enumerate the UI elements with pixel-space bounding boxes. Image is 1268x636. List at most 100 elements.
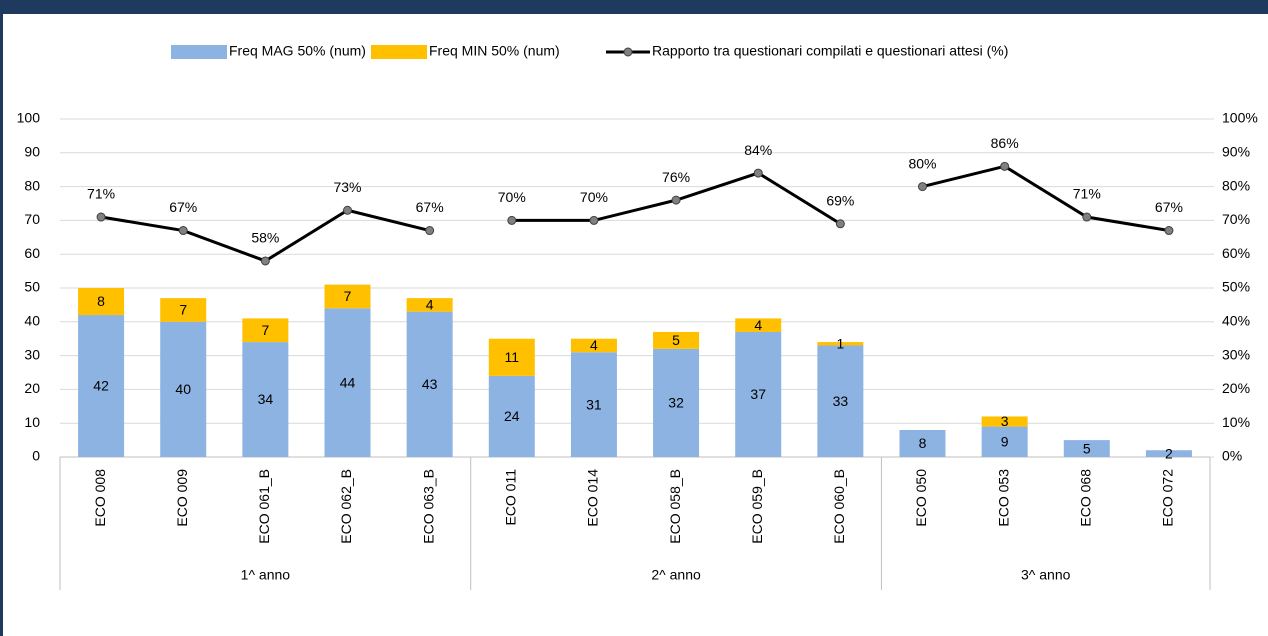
line-value-label: 70% — [498, 189, 526, 205]
line-marker — [1082, 212, 1092, 222]
line-marker — [260, 256, 270, 266]
bar — [242, 318, 289, 343]
bar — [78, 315, 125, 457]
bar-value-label: 8 — [919, 435, 927, 451]
bar-value-label: 24 — [504, 408, 520, 424]
bar — [817, 342, 864, 346]
bar — [160, 298, 207, 322]
y2-tick-label: 30% — [1222, 346, 1250, 362]
bar-value-label: 3 — [1001, 413, 1009, 429]
bar-value-label: 7 — [261, 322, 269, 338]
x-tick-label: ECO 011 — [502, 469, 518, 526]
line-marker — [835, 219, 845, 229]
bar — [653, 331, 700, 349]
line-marker — [671, 195, 681, 205]
bar-value-label: 4 — [590, 337, 598, 353]
line-marker — [1000, 161, 1010, 171]
legend-label: Rapporto tra questionari compilati e que… — [652, 43, 1008, 59]
legend-swatch — [171, 45, 227, 59]
bar-value-label: 42 — [93, 378, 109, 394]
bar — [981, 426, 1028, 457]
line-value-label: 70% — [580, 189, 608, 205]
line-marker — [178, 226, 188, 236]
bar-value-label: 40 — [175, 381, 191, 397]
y2-tick-label: 10% — [1222, 414, 1250, 430]
y-tick-label: 80 — [24, 177, 40, 193]
bar-value-label: 5 — [672, 332, 680, 348]
y2-tick-label: 70% — [1222, 211, 1250, 227]
bar-value-label: 1 — [836, 335, 844, 351]
line-value-label: 58% — [251, 230, 279, 246]
bar — [570, 338, 617, 353]
x-tick-label: ECO 014 — [585, 469, 601, 527]
y-tick-label: 90 — [24, 144, 40, 160]
top-bar — [0, 0, 1268, 14]
bar — [160, 321, 207, 457]
legend-label: Freq MAG 50% (num) — [229, 43, 366, 59]
x-tick-label: ECO 068 — [1077, 469, 1093, 527]
x-tick-label: ECO 061_B — [256, 469, 272, 544]
line-marker — [425, 226, 435, 236]
line-value-label: 86% — [991, 135, 1019, 151]
line-value-label: 67% — [169, 199, 197, 215]
bar-value-label: 34 — [258, 391, 274, 407]
bar — [1145, 450, 1192, 457]
line-marker — [507, 215, 517, 225]
legend-marker — [623, 47, 633, 57]
group-label: 2^ anno — [651, 567, 701, 583]
line-marker — [753, 168, 763, 178]
bar — [1063, 440, 1110, 457]
group-label: 3^ anno — [1021, 567, 1071, 583]
bar — [324, 284, 371, 309]
group-label: 1^ anno — [241, 567, 291, 583]
bar-value-label: 8 — [97, 293, 105, 309]
y2-tick-label: 20% — [1222, 380, 1250, 396]
bar-value-label: 7 — [179, 302, 187, 318]
line-value-label: 84% — [744, 142, 772, 158]
x-tick-label: ECO 053 — [995, 469, 1011, 527]
line-value-label: 73% — [333, 179, 361, 195]
bar-value-label: 4 — [426, 297, 434, 313]
y-tick-label: 70 — [24, 211, 40, 227]
line-marker — [343, 205, 352, 215]
bar-value-label: 5 — [1083, 440, 1091, 456]
y2-tick-label: 80% — [1222, 177, 1250, 193]
x-tick-label: ECO 062_B — [338, 469, 354, 544]
legend-label: Freq MIN 50% (num) — [429, 43, 560, 59]
x-tick-label: ECO 059_B — [749, 469, 765, 544]
bar-value-label: 31 — [586, 396, 602, 412]
line-value-label: 67% — [416, 199, 444, 215]
x-tick-label: ECO 072 — [1160, 469, 1176, 527]
bar — [406, 311, 453, 457]
bar — [488, 338, 535, 376]
line — [922, 164, 1170, 233]
line-marker — [918, 182, 927, 192]
bar-value-label: 33 — [833, 393, 849, 409]
y-tick-label: 100 — [17, 110, 41, 126]
x-tick-label: ECO 060_B — [831, 469, 847, 544]
y-tick-label: 20 — [24, 380, 40, 396]
y-tick-label: 0 — [32, 448, 40, 464]
bar — [242, 342, 289, 457]
x-tick-label: ECO 063_B — [420, 469, 436, 544]
bar — [735, 331, 782, 457]
bar-value-label: 44 — [340, 374, 356, 390]
bar — [324, 308, 371, 457]
bar-value-label: 32 — [668, 395, 684, 411]
bar-value-label: 4 — [754, 317, 762, 333]
x-tick-label: ECO 058_B — [667, 469, 683, 544]
line-marker — [589, 215, 599, 225]
y-tick-label: 30 — [24, 346, 40, 362]
x-tick-label: ECO 008 — [92, 469, 108, 527]
y-tick-label: 40 — [24, 313, 40, 329]
bar-value-label: 9 — [1001, 433, 1009, 449]
y2-tick-label: 60% — [1222, 245, 1250, 261]
y2-tick-label: 90% — [1222, 144, 1250, 160]
bar-value-label: 11 — [505, 349, 520, 365]
left-border — [0, 0, 3, 636]
x-tick-label: ECO 050 — [913, 469, 929, 527]
bar — [981, 416, 1028, 427]
line-value-label: 71% — [1073, 186, 1101, 202]
y-tick-label: 60 — [24, 245, 40, 261]
